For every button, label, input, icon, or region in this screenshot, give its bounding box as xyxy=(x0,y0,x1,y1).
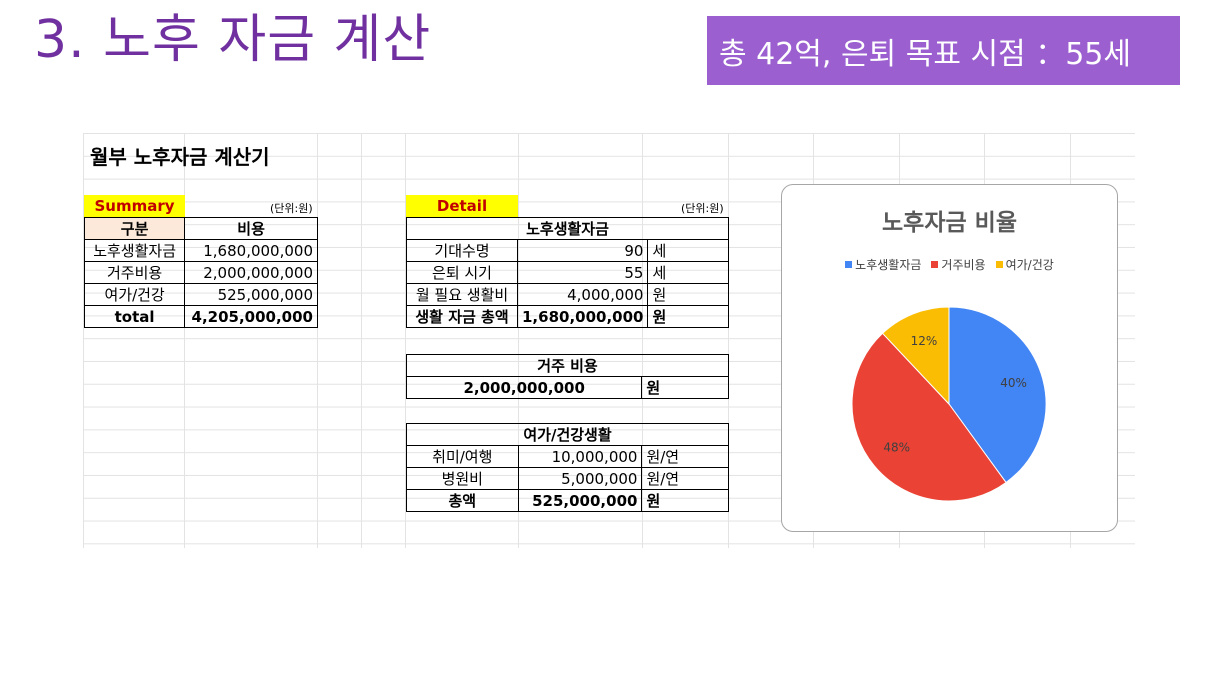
pie-data-label: 12% xyxy=(911,334,938,348)
table-row: 거주비용 2,000,000,000 xyxy=(83,261,318,284)
legend-label: 여가/건강 xyxy=(1005,258,1054,272)
summary-total-value: 4,205,000,000 xyxy=(184,305,318,328)
table-row: 2,000,000,000 원 xyxy=(405,376,729,399)
detail-row-value: 4,000,000 xyxy=(516,283,649,306)
table-row: 노후생활자금 xyxy=(406,217,729,240)
legend-label: 거주비용 xyxy=(941,258,986,272)
summary-table: 구분 비용 노후생활자금 1,680,000,000 거주비용 2,000,00… xyxy=(83,217,318,328)
grid-column-line xyxy=(83,133,84,548)
summary-row-value: 1,680,000,000 xyxy=(184,239,318,262)
summary-total-label: total xyxy=(83,305,186,328)
summary-header-cost: 비용 xyxy=(184,217,318,240)
legend-swatch xyxy=(995,261,1003,268)
housing-cost-table: 거주 비용 2,000,000,000 원 xyxy=(405,354,729,399)
table-row: 취미/여행 10,000,000 원/연 xyxy=(406,445,729,468)
leisure-total-label: 총액 xyxy=(406,489,519,512)
table-row: 여가/건강 525,000,000 xyxy=(83,283,318,306)
detail-unit: (단위:원) xyxy=(681,202,724,215)
legend-swatch xyxy=(845,261,853,268)
legend-item: 노후생활자금 xyxy=(845,256,921,273)
pie-slice xyxy=(851,332,1007,502)
grid-column-line xyxy=(405,133,406,548)
detail-label: Detail xyxy=(406,195,518,217)
summary-row-name: 여가/건강 xyxy=(83,283,186,306)
table-row: 기대수명 90 세 xyxy=(406,239,729,262)
living-total-unit: 원 xyxy=(647,305,729,328)
goal-banner: 총 42억, 은퇴 목표 시점 ：55세 xyxy=(707,16,1180,85)
chart-legend: 노후생활자금 거주비용 여가/건강 xyxy=(782,256,1117,273)
table-row: 거주 비용 xyxy=(406,354,729,377)
table-row: total 4,205,000,000 xyxy=(83,305,318,328)
legend-item: 거주비용 xyxy=(931,256,986,273)
detail-row-name: 취미/여행 xyxy=(406,445,519,468)
pie-slice xyxy=(948,306,1047,484)
detail-row-unit: 세 xyxy=(647,239,729,262)
detail-row-name: 은퇴 시기 xyxy=(406,261,518,284)
detail-row-unit: 원/연 xyxy=(641,467,729,490)
table-row: 총액 525,000,000 원 xyxy=(406,489,729,512)
detail-row-name: 기대수명 xyxy=(406,239,518,262)
detail-row-value: 90 xyxy=(516,239,649,262)
table-row: 생활 자금 총액 1,680,000,000 원 xyxy=(406,305,729,328)
grid-column-line xyxy=(642,133,643,548)
summary-row-name: 노후생활자금 xyxy=(83,239,186,262)
leisure-health-table: 여가/건강생활 취미/여행 10,000,000 원/연 병원비 5,000,0… xyxy=(406,423,729,512)
slide-title: 3. 노후 자금 계산 xyxy=(34,10,432,70)
leisure-total-value: 525,000,000 xyxy=(517,489,643,512)
leisure-total-unit: 원 xyxy=(641,489,729,512)
pie-chart-panel[interactable]: 노후자금 비율 노후생활자금 거주비용 여가/건강 40% 48% 12% xyxy=(781,184,1118,532)
living-total-label: 생활 자금 총액 xyxy=(406,305,518,328)
legend-label: 노후생활자금 xyxy=(855,258,922,272)
leisure-health-header: 여가/건강생활 xyxy=(406,423,729,446)
detail-row-name: 월 필요 생활비 xyxy=(406,283,518,306)
grid-column-line xyxy=(361,133,362,548)
housing-cost-unit: 원 xyxy=(641,376,729,399)
pie-chart: 40% 48% 12% xyxy=(851,306,1047,502)
detail-row-value: 5,000,000 xyxy=(517,467,643,490)
calculator-title: 월부 노후자금 계산기 xyxy=(90,145,270,169)
summary-row-value: 2,000,000,000 xyxy=(184,261,318,284)
grid-column-line xyxy=(184,133,185,548)
legend-item: 여가/건강 xyxy=(995,256,1054,273)
detail-row-unit: 세 xyxy=(647,261,729,284)
table-row: 병원비 5,000,000 원/연 xyxy=(406,467,729,490)
table-row: 은퇴 시기 55 세 xyxy=(406,261,729,284)
grid-column-line xyxy=(518,133,519,548)
detail-row-unit: 원/연 xyxy=(641,445,729,468)
detail-row-value: 55 xyxy=(516,261,649,284)
pie-data-label: 48% xyxy=(883,440,910,454)
chart-title: 노후자금 비율 xyxy=(882,210,1017,236)
table-row: 월 필요 생활비 4,000,000 원 xyxy=(406,283,729,306)
grid-column-line xyxy=(728,133,729,548)
detail-row-value: 10,000,000 xyxy=(517,445,643,468)
table-row: 구분 비용 xyxy=(83,217,318,240)
living-fund-table: 노후생활자금 기대수명 90 세 은퇴 시기 55 세 월 필요 생활비 4,0… xyxy=(406,217,729,328)
summary-row-name: 거주비용 xyxy=(83,261,186,284)
housing-cost-header: 거주 비용 xyxy=(406,354,729,377)
living-total-value: 1,680,000,000 xyxy=(516,305,649,328)
summary-header-category: 구분 xyxy=(83,217,186,240)
table-row: 노후생활자금 1,680,000,000 xyxy=(83,239,318,262)
pie-slice xyxy=(881,306,950,406)
pie-data-label: 40% xyxy=(1000,376,1027,390)
table-row: 여가/건강생활 xyxy=(406,423,729,446)
housing-cost-value: 2,000,000,000 xyxy=(405,376,643,399)
detail-row-unit: 원 xyxy=(647,283,729,306)
summary-unit: (단위:원) xyxy=(270,202,313,215)
summary-row-value: 525,000,000 xyxy=(184,283,318,306)
living-fund-header: 노후생활자금 xyxy=(406,217,729,240)
detail-row-name: 병원비 xyxy=(406,467,519,490)
legend-swatch xyxy=(931,261,939,268)
grid-column-line xyxy=(317,133,318,548)
summary-label: Summary xyxy=(84,195,185,217)
